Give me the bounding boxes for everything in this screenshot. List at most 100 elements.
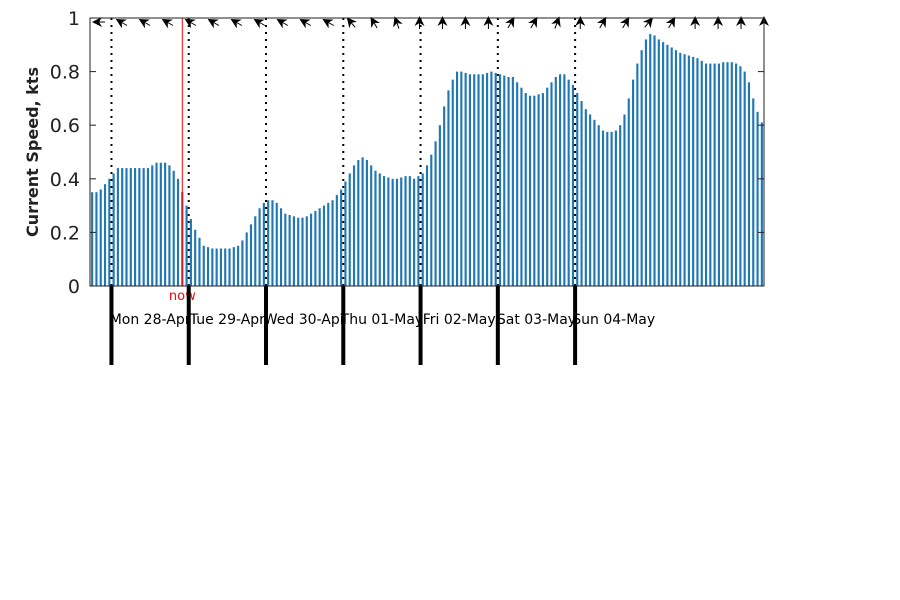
- speed-bar: [391, 178, 394, 286]
- speed-bar: [318, 208, 321, 286]
- speed-bar: [258, 208, 261, 286]
- speed-bar: [172, 170, 175, 286]
- speed-bar: [134, 168, 137, 286]
- speed-bar: [511, 76, 514, 287]
- speed-bar: [378, 173, 381, 286]
- speed-bar: [352, 165, 356, 286]
- direction-arrows-group: [92, 16, 769, 29]
- direction-arrow: [230, 19, 243, 29]
- direction-arrow: [665, 16, 676, 29]
- speed-bar: [528, 95, 532, 286]
- speed-bar: [559, 74, 562, 286]
- direction-arrow: [322, 19, 334, 29]
- speed-bar: [640, 50, 643, 286]
- y-axis-label: Current Speed, kts: [23, 67, 42, 237]
- speed-bar: [756, 111, 759, 286]
- direction-arrow: [551, 16, 561, 29]
- speed-bar: [494, 72, 497, 286]
- direction-arrow: [346, 17, 358, 29]
- speed-bar: [606, 131, 609, 286]
- speed-bar: [91, 192, 94, 286]
- speed-bar: [129, 168, 132, 286]
- speed-bar: [335, 194, 338, 286]
- speed-bar: [108, 178, 111, 286]
- direction-arrow: [414, 16, 425, 29]
- speed-bar: [443, 106, 446, 286]
- speed-bar: [696, 58, 699, 287]
- speed-bar: [760, 122, 763, 287]
- direction-arrow: [575, 16, 586, 29]
- speed-bar: [490, 71, 493, 286]
- speed-bar: [228, 248, 231, 286]
- speed-bar: [297, 217, 300, 286]
- speed-bar: [103, 184, 107, 286]
- speed-bar: [550, 82, 553, 286]
- speed-bar: [546, 87, 549, 287]
- speed-bar: [713, 63, 716, 287]
- speed-bar: [125, 168, 128, 286]
- speed-bar: [198, 237, 201, 286]
- y-tick-label: 0.2: [50, 222, 80, 244]
- speed-bar: [151, 165, 154, 286]
- direction-arrow: [596, 16, 607, 29]
- speed-bar: [455, 71, 459, 286]
- speed-bar: [374, 170, 377, 286]
- direction-arrow: [483, 16, 494, 29]
- speed-bar: [262, 202, 265, 286]
- speed-bar: [700, 60, 703, 286]
- speed-bar: [670, 47, 673, 287]
- day-label: Thu 01-May: [340, 312, 424, 328]
- speed-bar: [219, 248, 223, 286]
- now-label: now: [169, 289, 196, 304]
- speed-bar: [404, 176, 407, 286]
- speed-bar: [537, 94, 540, 286]
- y-tick-label: 1: [68, 8, 80, 30]
- speed-bar: [627, 98, 630, 287]
- speed-bar: [533, 95, 536, 286]
- speed-bar: [623, 114, 626, 286]
- speed-bar: [743, 71, 746, 286]
- speed-bar: [232, 247, 235, 286]
- speed-bar: [666, 44, 669, 286]
- speed-bar: [99, 189, 102, 286]
- speed-bar: [305, 216, 308, 286]
- speed-bar: [267, 200, 270, 286]
- speed-bar: [400, 177, 403, 286]
- day-label: Wed 30-Apr: [264, 312, 346, 328]
- plot-frame: [89, 17, 765, 287]
- speed-bar: [301, 217, 304, 286]
- speed-bar: [284, 213, 287, 286]
- speed-bar: [473, 74, 476, 286]
- speed-bar: [322, 205, 326, 286]
- speed-bar: [142, 168, 145, 286]
- speed-bar: [709, 63, 712, 287]
- day-label: Sat 03-May: [497, 312, 576, 328]
- speed-bar: [279, 208, 283, 286]
- speed-bar: [636, 63, 639, 287]
- speed-bar: [704, 63, 708, 287]
- speed-bar: [215, 248, 218, 286]
- speed-bar: [146, 168, 150, 286]
- direction-arrow: [619, 16, 630, 29]
- speed-bar: [683, 54, 686, 287]
- speed-bar: [468, 74, 472, 286]
- speed-bar: [563, 74, 566, 286]
- speed-bar: [331, 200, 334, 286]
- speed-bar: [254, 216, 257, 286]
- y-axis-ticks: 0 0.2 0.4 0.6 0.8 1: [50, 8, 764, 298]
- speed-bar: [580, 101, 583, 286]
- speed-bar: [541, 93, 544, 286]
- speed-bar: [241, 240, 244, 286]
- speed-bar: [112, 173, 115, 286]
- speed-bar: [498, 74, 502, 286]
- speed-bar: [344, 181, 347, 286]
- speed-bar: [520, 87, 523, 287]
- speed-bar: [679, 52, 682, 287]
- speed-bar: [202, 245, 205, 286]
- speed-bar: [584, 109, 587, 287]
- speed-bar: [194, 229, 197, 286]
- speed-bar: [752, 98, 755, 287]
- bars-group: [91, 34, 763, 287]
- speed-bar: [357, 160, 360, 286]
- speed-bar: [211, 248, 214, 286]
